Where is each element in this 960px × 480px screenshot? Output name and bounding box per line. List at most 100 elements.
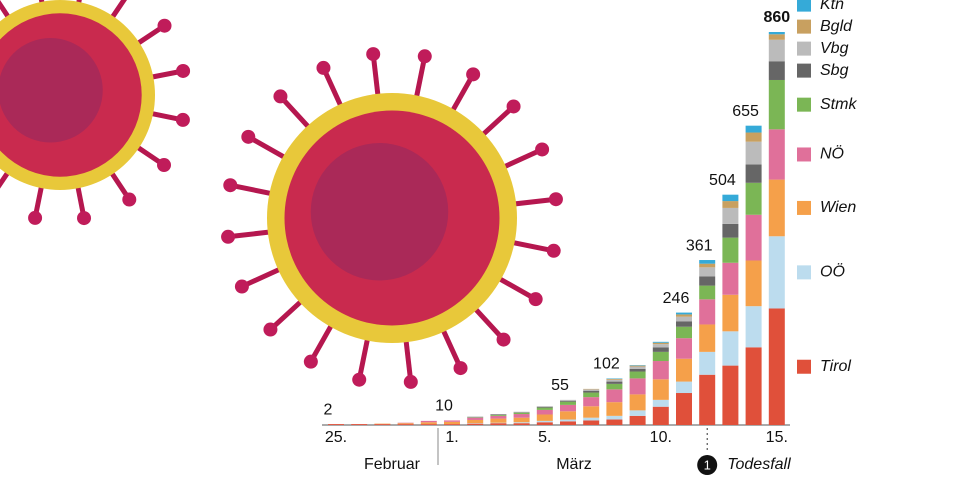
- virus-spike-tip: [403, 374, 418, 389]
- bar-segment: [652, 361, 669, 380]
- bar-segment: [420, 420, 437, 423]
- bar-segment: [676, 338, 692, 359]
- bar-segment: [629, 365, 646, 367]
- bar-segment: [629, 378, 646, 395]
- bar-segment: [652, 406, 669, 425]
- legend-label: OÖ: [820, 263, 845, 281]
- bar-segment: [629, 410, 646, 416]
- virus-core: [0, 38, 103, 143]
- total-label: 55: [551, 377, 569, 394]
- virus-spike-tip: [234, 279, 249, 294]
- bar-segment: [722, 365, 739, 425]
- bar-segment: [629, 366, 646, 369]
- bar-segment: [583, 390, 600, 393]
- bar-segment: [444, 424, 460, 425]
- bar-segment: [606, 419, 623, 425]
- bar-segment: [583, 417, 600, 421]
- total-label: 102: [593, 356, 620, 373]
- bar-segment: [745, 125, 762, 133]
- virus-spike-tip: [77, 211, 92, 226]
- bar-segment: [583, 397, 600, 407]
- bar-segment: [699, 260, 716, 264]
- bar-segment: [536, 407, 553, 410]
- bar-segment: [629, 371, 646, 379]
- legend-swatch: [797, 359, 811, 374]
- bar-segment: [444, 421, 460, 425]
- bar-segment: [536, 414, 553, 421]
- bar-segment: [745, 306, 762, 348]
- total-label: 2: [324, 401, 333, 418]
- bar-segment: [583, 406, 600, 418]
- bar-segment: [652, 344, 669, 348]
- legend-label: NÖ: [820, 145, 844, 163]
- bar-segment: [699, 299, 716, 325]
- bar-segment: [699, 263, 716, 268]
- bar-segment: [699, 351, 716, 375]
- virus-spike-tip: [453, 361, 468, 376]
- bar-segment: [676, 321, 692, 327]
- virus-spike-tip: [122, 192, 137, 207]
- bar-segment: [606, 381, 623, 384]
- virus-spike-tip: [352, 372, 367, 387]
- bar-segment: [467, 419, 484, 424]
- total-label: 504: [709, 172, 736, 189]
- bar-segment: [583, 389, 600, 391]
- total-label: 361: [686, 237, 713, 254]
- month-label: Februar: [364, 456, 421, 473]
- bar-segment: [722, 331, 739, 366]
- bar-segment: [490, 415, 507, 419]
- bar-segment: [699, 324, 716, 352]
- legend-swatch: [797, 41, 811, 56]
- total-label: 246: [663, 290, 690, 307]
- bar-segment: [420, 424, 437, 425]
- bar-segment: [652, 341, 669, 343]
- legend-swatch: [797, 0, 811, 12]
- bar-segment: [560, 404, 576, 412]
- bar-segment: [397, 423, 414, 425]
- x-tick-label: 5.: [538, 429, 551, 446]
- bar-segment: [513, 423, 530, 425]
- bar-segment: [606, 402, 623, 416]
- bar-segment: [722, 294, 739, 332]
- bar-segment: [722, 223, 739, 238]
- bar-segment: [722, 207, 739, 224]
- legend-label: Tirol: [820, 358, 851, 375]
- bar-segment: [467, 423, 484, 425]
- legend-swatch: [797, 63, 811, 78]
- bar-segment: [745, 132, 762, 142]
- bar-segment: [560, 399, 576, 401]
- total-label: 860: [763, 9, 790, 26]
- bar-segment: [629, 394, 646, 411]
- bar-segment: [536, 422, 553, 425]
- x-tick-label: 15.: [766, 429, 788, 446]
- virus-spike-tip: [273, 89, 288, 104]
- virus-spike-tip: [366, 47, 381, 62]
- legend-swatch: [797, 147, 811, 162]
- bar-segment: [513, 412, 530, 415]
- virus-core: [310, 143, 449, 281]
- bar-segment: [490, 414, 507, 416]
- legend-label: Sbg: [820, 62, 849, 79]
- legend-swatch: [797, 19, 811, 34]
- virus-spike-tip: [506, 99, 521, 114]
- bar-segment: [397, 424, 414, 425]
- bar-segment: [629, 415, 646, 425]
- bar-segment: [676, 316, 692, 322]
- bar-segment: [560, 400, 576, 402]
- virus-spike-tip: [175, 112, 190, 127]
- bar-segment: [629, 368, 646, 372]
- bar-segment: [699, 276, 716, 286]
- bar-segment: [374, 424, 391, 425]
- bar-segment: [676, 393, 692, 425]
- bar-segment: [722, 237, 739, 263]
- legend-label: Ktn: [820, 0, 844, 13]
- bar-segment: [745, 260, 762, 307]
- virus-spike-tip: [535, 142, 550, 157]
- bar-segment: [768, 308, 785, 425]
- bar-segment: [768, 79, 785, 130]
- month-label: März: [556, 456, 592, 473]
- legend-swatch: [797, 200, 811, 215]
- bar-segment: [490, 418, 507, 423]
- bar-segment: [768, 34, 785, 40]
